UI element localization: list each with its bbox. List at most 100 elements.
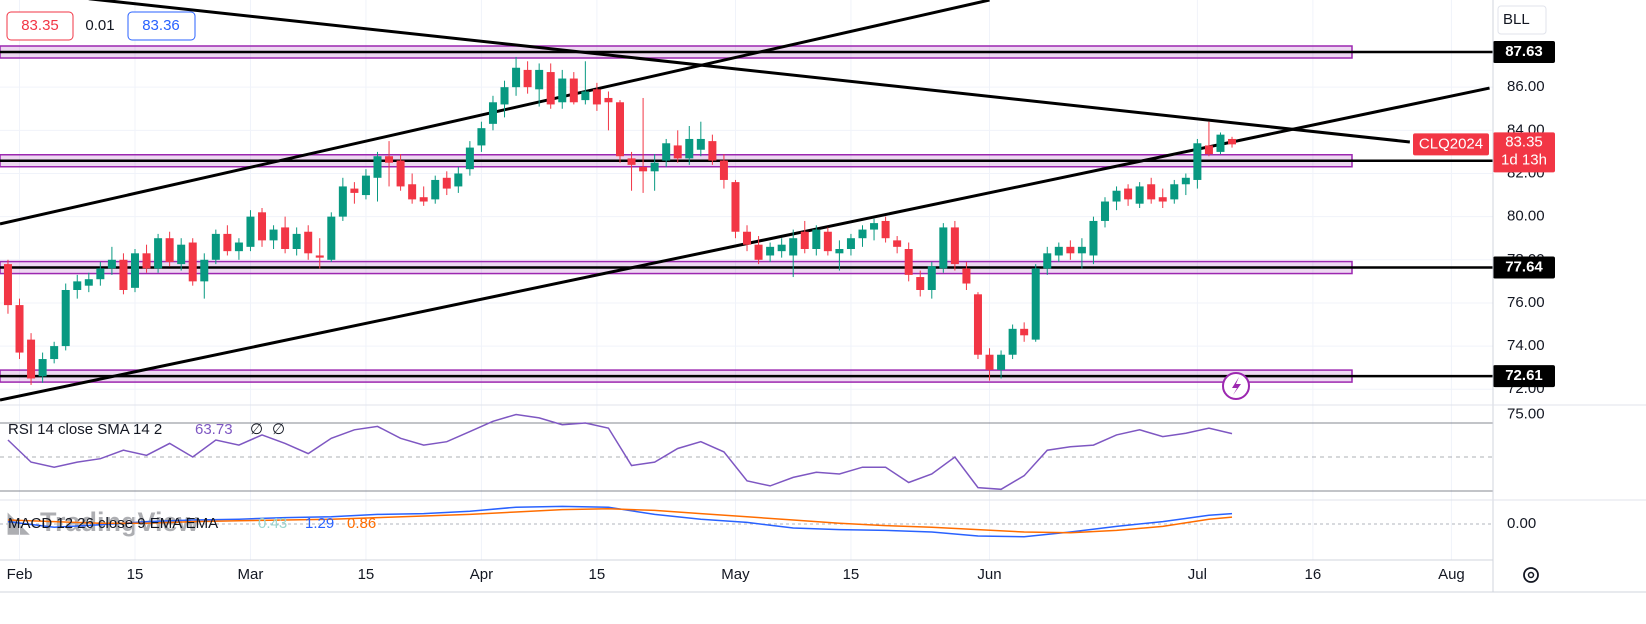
candle-body xyxy=(800,231,809,249)
y-tick-label: 74.00 xyxy=(1507,337,1545,354)
candle-body xyxy=(500,87,509,105)
y-tick-label: 76.00 xyxy=(1507,294,1545,311)
candle-body xyxy=(154,238,163,269)
candle-body xyxy=(673,145,682,159)
x-tick-label: Apr xyxy=(470,566,493,583)
x-tick-label: Mar xyxy=(238,566,264,583)
candle-body xyxy=(338,186,347,217)
candle-body xyxy=(1008,328,1017,355)
candle-body xyxy=(523,69,532,88)
candle-body xyxy=(396,160,405,187)
candle-body xyxy=(373,156,382,178)
candle-body xyxy=(119,259,128,290)
level-label-box xyxy=(1493,256,1555,279)
y-tick-label: 80.00 xyxy=(1507,208,1545,225)
rsi-legend: RSI 14 close SMA 14 2 xyxy=(8,421,162,438)
candle-body xyxy=(650,162,659,172)
candle-body xyxy=(50,346,59,360)
candle-body xyxy=(927,266,936,290)
candle-body xyxy=(789,238,798,256)
candle-body xyxy=(973,294,982,355)
candle-body xyxy=(1228,138,1237,145)
candle-body xyxy=(1066,246,1075,254)
candle-body xyxy=(84,279,93,286)
x-tick-label: Jul xyxy=(1188,566,1207,583)
ask-box[interactable] xyxy=(127,11,196,41)
candle-body xyxy=(431,179,440,200)
macd-legend: MACD 12 26 close 9 EMA EMA xyxy=(8,515,218,532)
candle-body xyxy=(731,182,740,232)
alert-icon[interactable] xyxy=(1222,372,1250,400)
candle-body xyxy=(408,184,417,200)
candle-body xyxy=(685,138,694,159)
candle-body xyxy=(881,220,890,239)
price-pane xyxy=(0,0,1493,402)
x-tick-label: 15 xyxy=(358,566,375,583)
candle-body xyxy=(223,233,232,252)
candle-body xyxy=(743,231,752,245)
candle-body xyxy=(766,246,775,256)
signal-value: 0.86 xyxy=(347,515,376,532)
candle-body xyxy=(950,227,959,265)
last-price: 83.35 xyxy=(1505,133,1543,150)
candle-body xyxy=(269,229,278,241)
macd-pane xyxy=(0,505,1493,538)
level-label-box xyxy=(1493,365,1555,388)
candle-body xyxy=(454,173,463,187)
candle-body xyxy=(15,305,24,353)
candle-body xyxy=(512,67,521,88)
trend-line xyxy=(88,0,1411,144)
candle-body xyxy=(350,188,359,193)
candle-body xyxy=(327,216,336,260)
candle-body xyxy=(1170,184,1179,200)
candle-body xyxy=(130,253,139,288)
settings-icon[interactable] xyxy=(1523,567,1539,583)
candle-body xyxy=(188,242,197,282)
candle-body xyxy=(488,102,497,124)
currency-menu-box[interactable] xyxy=(1497,5,1547,35)
candle-body xyxy=(1020,328,1029,336)
candle-body xyxy=(558,78,567,103)
candle-body xyxy=(1193,143,1202,180)
plot-layer: TradingView◣Feb 15 Mar 15 Apr 15 May 15 Jun Jul 16… xyxy=(0,0,1555,583)
candle-body xyxy=(1100,201,1109,221)
candle-body xyxy=(823,231,832,252)
rsi-line xyxy=(7,413,1233,491)
candle-body xyxy=(708,141,717,161)
y-tick-label: 86.00 xyxy=(1507,78,1545,95)
candle-body xyxy=(38,359,47,377)
candle-body xyxy=(1043,253,1052,269)
candle-body xyxy=(211,233,220,260)
candle-body xyxy=(177,244,186,265)
candle-body xyxy=(604,97,613,103)
candle-body xyxy=(1204,145,1213,155)
candle-body xyxy=(1054,246,1063,256)
ask-price: 83.36 xyxy=(142,17,180,34)
bid-box[interactable] xyxy=(6,11,74,41)
candle-body xyxy=(1147,184,1156,200)
candle-body xyxy=(904,248,913,275)
candle-body xyxy=(592,89,601,105)
candle-body xyxy=(639,167,648,172)
macd-line xyxy=(7,505,1233,538)
candle-body xyxy=(107,259,116,269)
candle-body xyxy=(985,354,994,370)
candle-body xyxy=(96,268,105,280)
candle-body xyxy=(662,143,671,161)
candle-body xyxy=(997,354,1006,370)
symbol-tag-box xyxy=(1413,133,1489,156)
candle-body xyxy=(200,259,209,282)
candle-body xyxy=(754,244,763,260)
currency-menu[interactable]: BLL xyxy=(1503,11,1530,28)
signal-line xyxy=(7,508,1233,534)
candle-body xyxy=(465,147,474,170)
candle-body xyxy=(281,227,290,249)
x-tick-label: 15 xyxy=(127,566,144,583)
candle-body xyxy=(315,255,324,258)
macd-value: 1.29 xyxy=(305,515,334,532)
candle-body xyxy=(477,128,486,146)
candle-body xyxy=(581,91,590,101)
candle-body xyxy=(870,223,879,230)
candle-body xyxy=(258,212,267,241)
